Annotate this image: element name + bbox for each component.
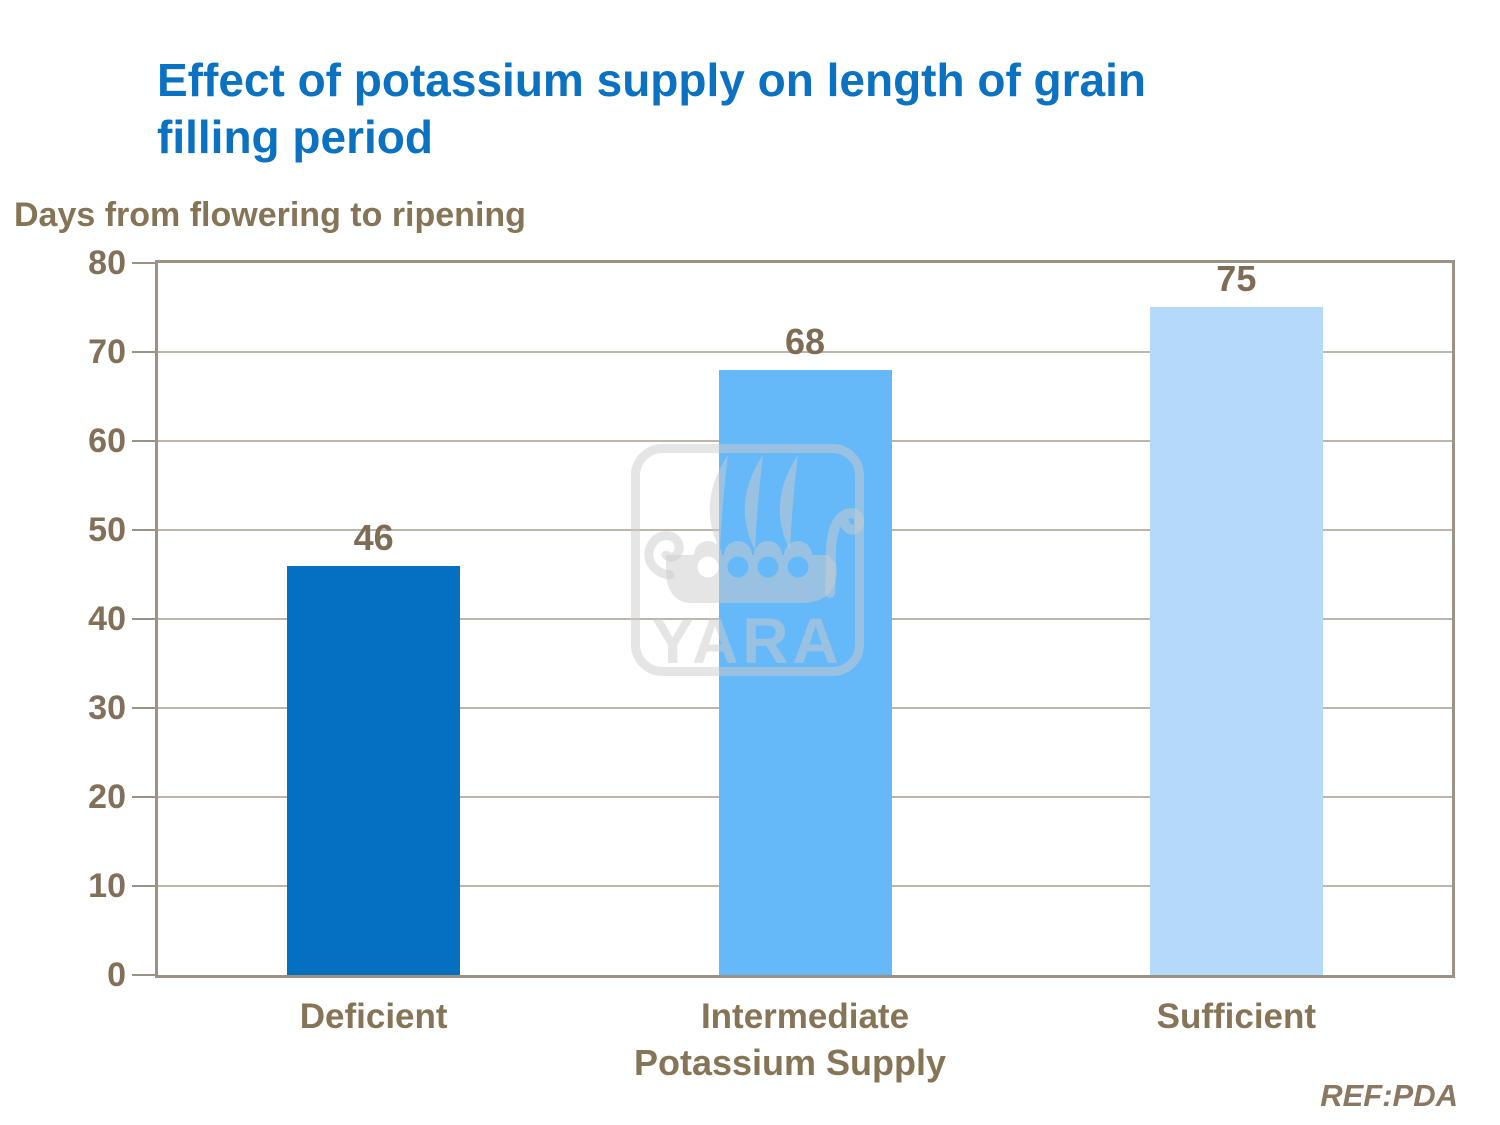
chart-title-line1: Effect of potassium supply on length of … xyxy=(157,54,1147,106)
category-label: Intermediate xyxy=(700,997,910,1036)
y-tick xyxy=(132,262,156,264)
y-tick-label: 0 xyxy=(107,956,126,994)
y-axis-title: Days from flowering to ripening xyxy=(14,196,526,234)
prow-curl-icon xyxy=(644,531,684,580)
y-tick-label: 50 xyxy=(88,511,126,549)
yara-watermark: YARA xyxy=(631,444,864,677)
value-label: 46 xyxy=(353,517,394,558)
value-label: 68 xyxy=(784,321,826,362)
y-tick-label: 40 xyxy=(88,600,126,638)
chart-title: Effect of potassium supply on length of … xyxy=(157,52,1357,166)
y-tick-label: 10 xyxy=(88,867,126,905)
y-tick xyxy=(132,885,156,887)
y-tick xyxy=(132,974,156,976)
y-tick-label: 80 xyxy=(88,244,126,282)
viking-ship-icon: YARA xyxy=(631,444,864,677)
y-tick-label: 30 xyxy=(88,689,126,727)
y-tick xyxy=(132,618,156,620)
gridline xyxy=(158,351,1452,353)
value-label: 75 xyxy=(1216,258,1257,299)
y-tick-label: 60 xyxy=(88,422,126,460)
x-axis-title: Potassium Supply xyxy=(633,1042,947,1083)
sail-icon xyxy=(744,455,763,550)
category-label: Sufficient xyxy=(1156,997,1317,1036)
y-tick xyxy=(132,529,156,531)
sail-icon xyxy=(779,455,798,550)
y-tick xyxy=(132,351,156,353)
bar-sufficient xyxy=(1149,307,1323,975)
y-tick-label: 70 xyxy=(88,333,126,371)
chart-title-line2: filling period xyxy=(157,111,433,163)
y-tick-label: 20 xyxy=(88,778,126,816)
y-tick xyxy=(132,440,156,442)
hull-icon xyxy=(666,541,837,603)
y-tick xyxy=(132,796,156,798)
y-tick xyxy=(132,707,156,709)
watermark-border xyxy=(631,444,864,676)
sail-icon xyxy=(709,455,728,550)
category-label: Deficient xyxy=(299,997,448,1036)
bar-deficient xyxy=(287,566,461,975)
yara-wordmark: YARA xyxy=(651,605,842,677)
reference-note: REF:PDA xyxy=(1320,1078,1458,1113)
stern-neck-icon xyxy=(825,508,864,598)
